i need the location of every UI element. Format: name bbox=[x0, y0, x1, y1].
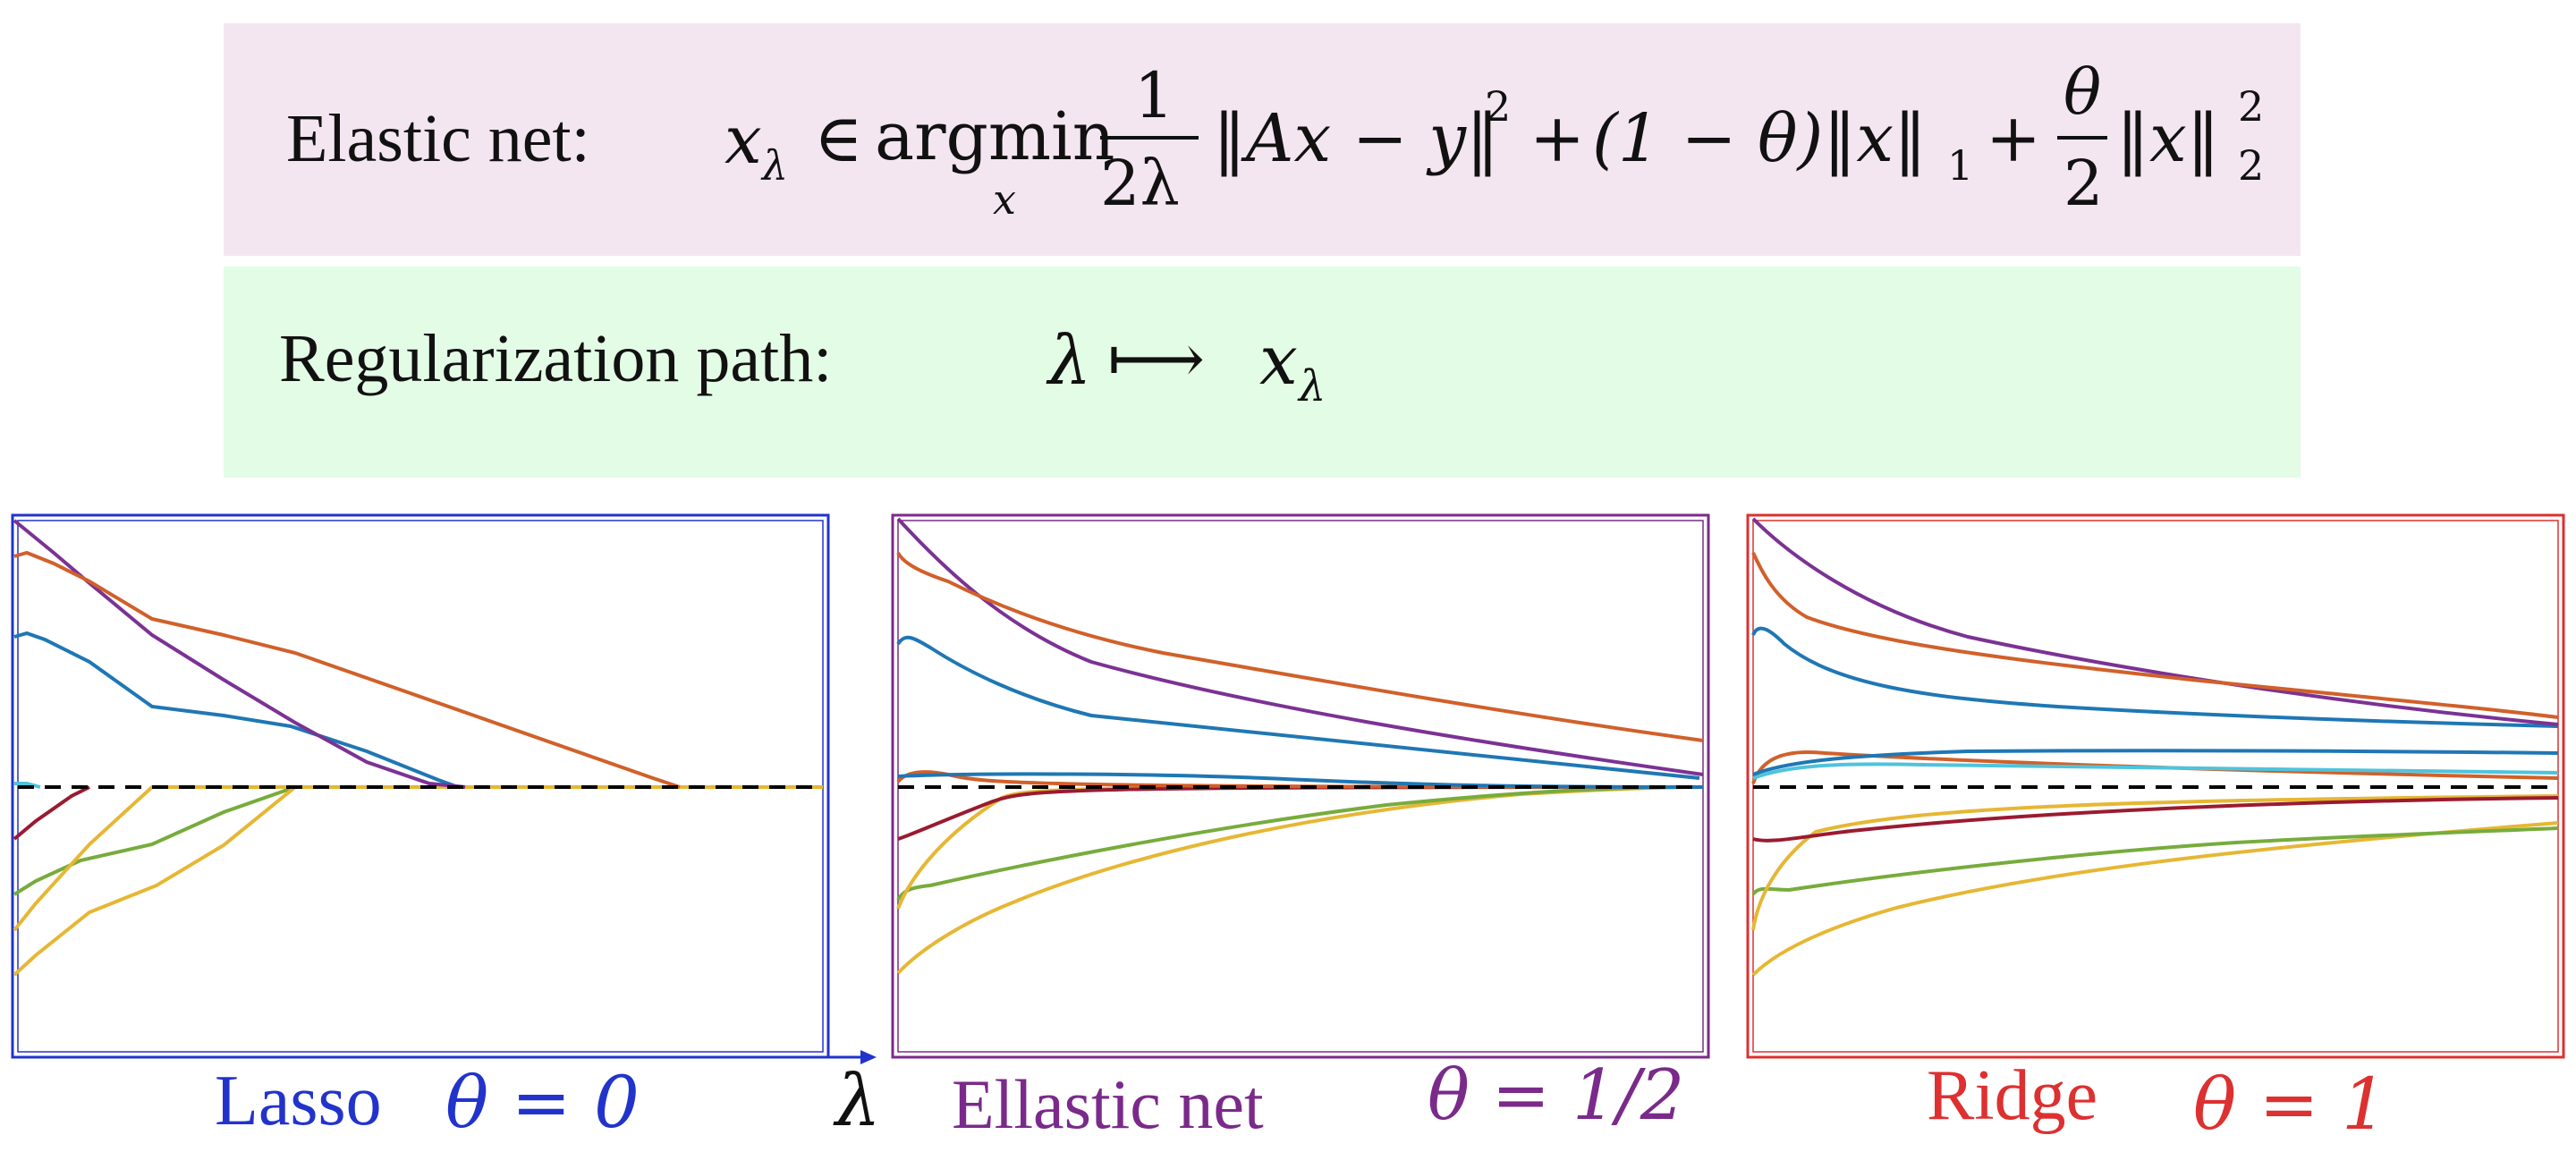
lambda-axis-label: λ bbox=[835, 1059, 881, 1142]
residual-norm: ‖Ax − y‖ bbox=[1213, 100, 1500, 177]
elastic-net-theta-caption: θ = 1/2 bbox=[1428, 1055, 1685, 1136]
lasso-orange-path bbox=[13, 550, 681, 789]
ridge-blue-path bbox=[1751, 626, 2559, 728]
lasso-light-blue-path bbox=[14, 782, 41, 789]
ridge-light-blue-path bbox=[1752, 762, 2559, 780]
lambda-symbol: λ bbox=[1048, 320, 1092, 400]
ridge-theta-caption: θ = 1 bbox=[2193, 1063, 2387, 1146]
lasso-blue-path bbox=[13, 631, 459, 789]
regularization-path-panels bbox=[11, 513, 2565, 1064]
ridge-yellow-path-a bbox=[1751, 821, 2559, 977]
lambda-subscript: λ bbox=[762, 141, 789, 190]
x-symbol: x bbox=[724, 102, 762, 179]
plus-sign: + bbox=[1530, 100, 1586, 177]
ridge-caption: Ridge bbox=[1927, 1056, 2098, 1135]
ridge-dark-red-path bbox=[1752, 796, 2559, 843]
square-exponent: 2 bbox=[1485, 82, 1512, 131]
lasso-panel bbox=[11, 513, 877, 1064]
elastic-net-panel bbox=[891, 513, 1710, 1059]
ridge-yellow-path-b bbox=[1751, 794, 2559, 931]
lasso-dark-red-path bbox=[13, 785, 90, 841]
mapsto-arrow: ⟼ bbox=[1107, 318, 1205, 398]
l1-subscript: 1 bbox=[1947, 141, 1974, 190]
l2-superscript: 2 bbox=[2238, 82, 2265, 131]
argmin-operator: argmin bbox=[875, 98, 1115, 175]
elastic-purple-path bbox=[896, 517, 1704, 776]
elastic-green-path bbox=[896, 785, 1704, 902]
element-of-symbol: ∈ bbox=[814, 100, 863, 177]
l2-norm: ‖x‖ bbox=[2116, 100, 2220, 177]
l2-subscript: 2 bbox=[2238, 141, 2265, 190]
elastic-net-caption: Ellastic net bbox=[952, 1065, 1264, 1143]
elastic-net-formula-box: Elastic net: x λ ∈ argmin x 1 2λ ‖Ax − y… bbox=[224, 23, 2301, 256]
regularization-path-map: λ ⟼ x λ bbox=[1048, 318, 1496, 411]
lambda-axis-arrowhead bbox=[860, 1050, 877, 1064]
elastic-blue-path bbox=[896, 635, 1700, 780]
ridge-blue-small-path bbox=[1752, 749, 2559, 776]
ridge-purple-path bbox=[1751, 517, 2559, 726]
regularization-path-label: Regularization path: bbox=[279, 321, 833, 396]
fraction-bar-2 bbox=[2057, 136, 2107, 140]
theta-denominator: 2 bbox=[2063, 147, 2104, 220]
x-symbol-path: x bbox=[1259, 320, 1298, 400]
elastic-orange-path bbox=[896, 551, 1704, 742]
elastic-net-formula: x λ ∈ argmin x 1 2λ ‖Ax − y‖ 2 + (1 − θ)… bbox=[724, 23, 2299, 256]
ridge-panel bbox=[1746, 513, 2565, 1059]
plus-sign-2: + bbox=[1986, 100, 2042, 177]
lasso-theta-caption: θ = 0 bbox=[445, 1061, 640, 1144]
argmin-subscript: x bbox=[993, 175, 1016, 224]
fraction-denominator: 2λ bbox=[1100, 147, 1180, 220]
elastic-net-label: Elastic net: bbox=[286, 101, 590, 176]
theta-numerator: θ bbox=[2063, 55, 2102, 129]
ridge-orange-small-path bbox=[1751, 750, 2559, 784]
fraction-numerator: 1 bbox=[1134, 59, 1174, 132]
ridge-green-path bbox=[1751, 826, 2559, 896]
l1-term: (1 − θ)‖x‖ bbox=[1592, 100, 1928, 177]
ridge-orange-path bbox=[1751, 552, 2559, 719]
lasso-purple-path bbox=[13, 519, 466, 789]
lambda-subscript-path: λ bbox=[1299, 361, 1326, 411]
fraction-bar bbox=[1100, 136, 1199, 140]
lasso-caption: Lasso bbox=[215, 1062, 382, 1140]
regularization-path-box: Regularization path: λ ⟼ x λ bbox=[224, 267, 2301, 478]
